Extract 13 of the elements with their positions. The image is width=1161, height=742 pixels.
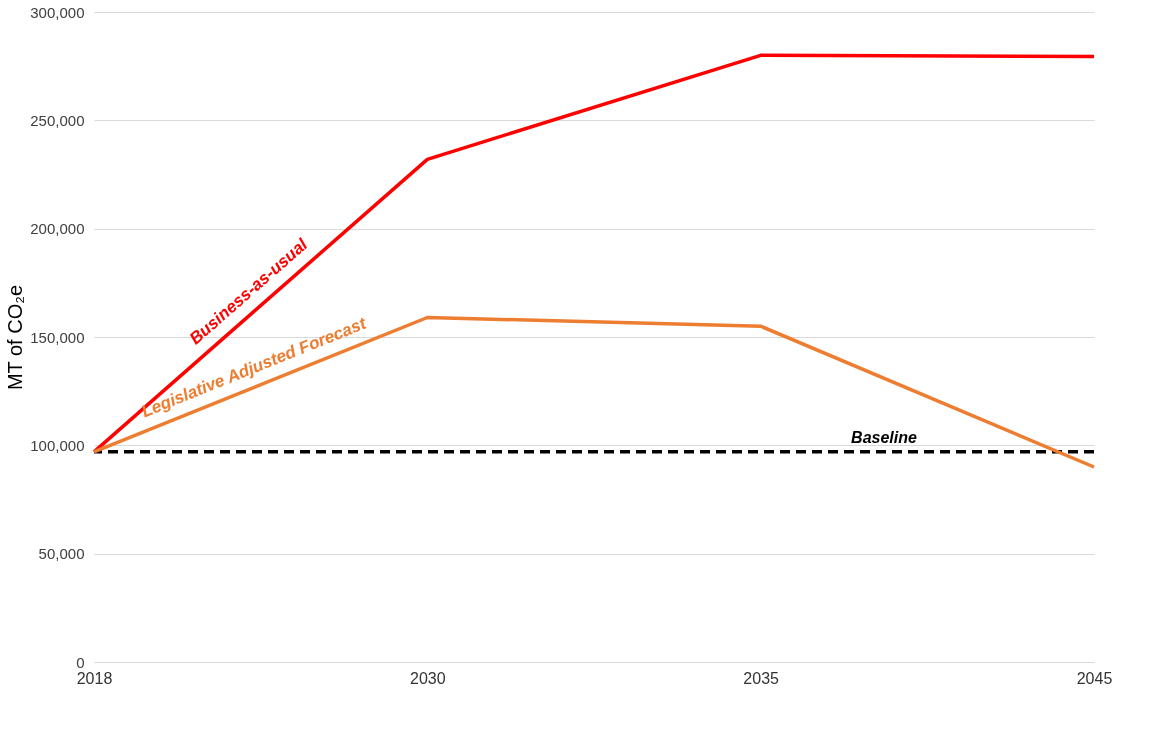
x-tick-label: 2035	[743, 669, 780, 687]
x-tick-label: 2045	[1076, 669, 1113, 687]
y-tick-label: 150,000	[30, 328, 85, 346]
x-tick-label: 2030	[410, 669, 446, 687]
y-tick-label: 300,000	[30, 3, 85, 21]
y-tick-label: 250,000	[30, 111, 85, 129]
y-tick-label: 50,000	[38, 545, 85, 563]
x-tick-label: 2018	[76, 669, 113, 687]
y-tick-label: 100,000	[30, 436, 85, 454]
y-tick-label: 0	[76, 653, 85, 671]
ref-line-label: Baseline	[851, 428, 918, 446]
y-tick-label: 200,000	[30, 220, 85, 238]
y-axis-title: MT of CO₂e	[4, 284, 27, 391]
